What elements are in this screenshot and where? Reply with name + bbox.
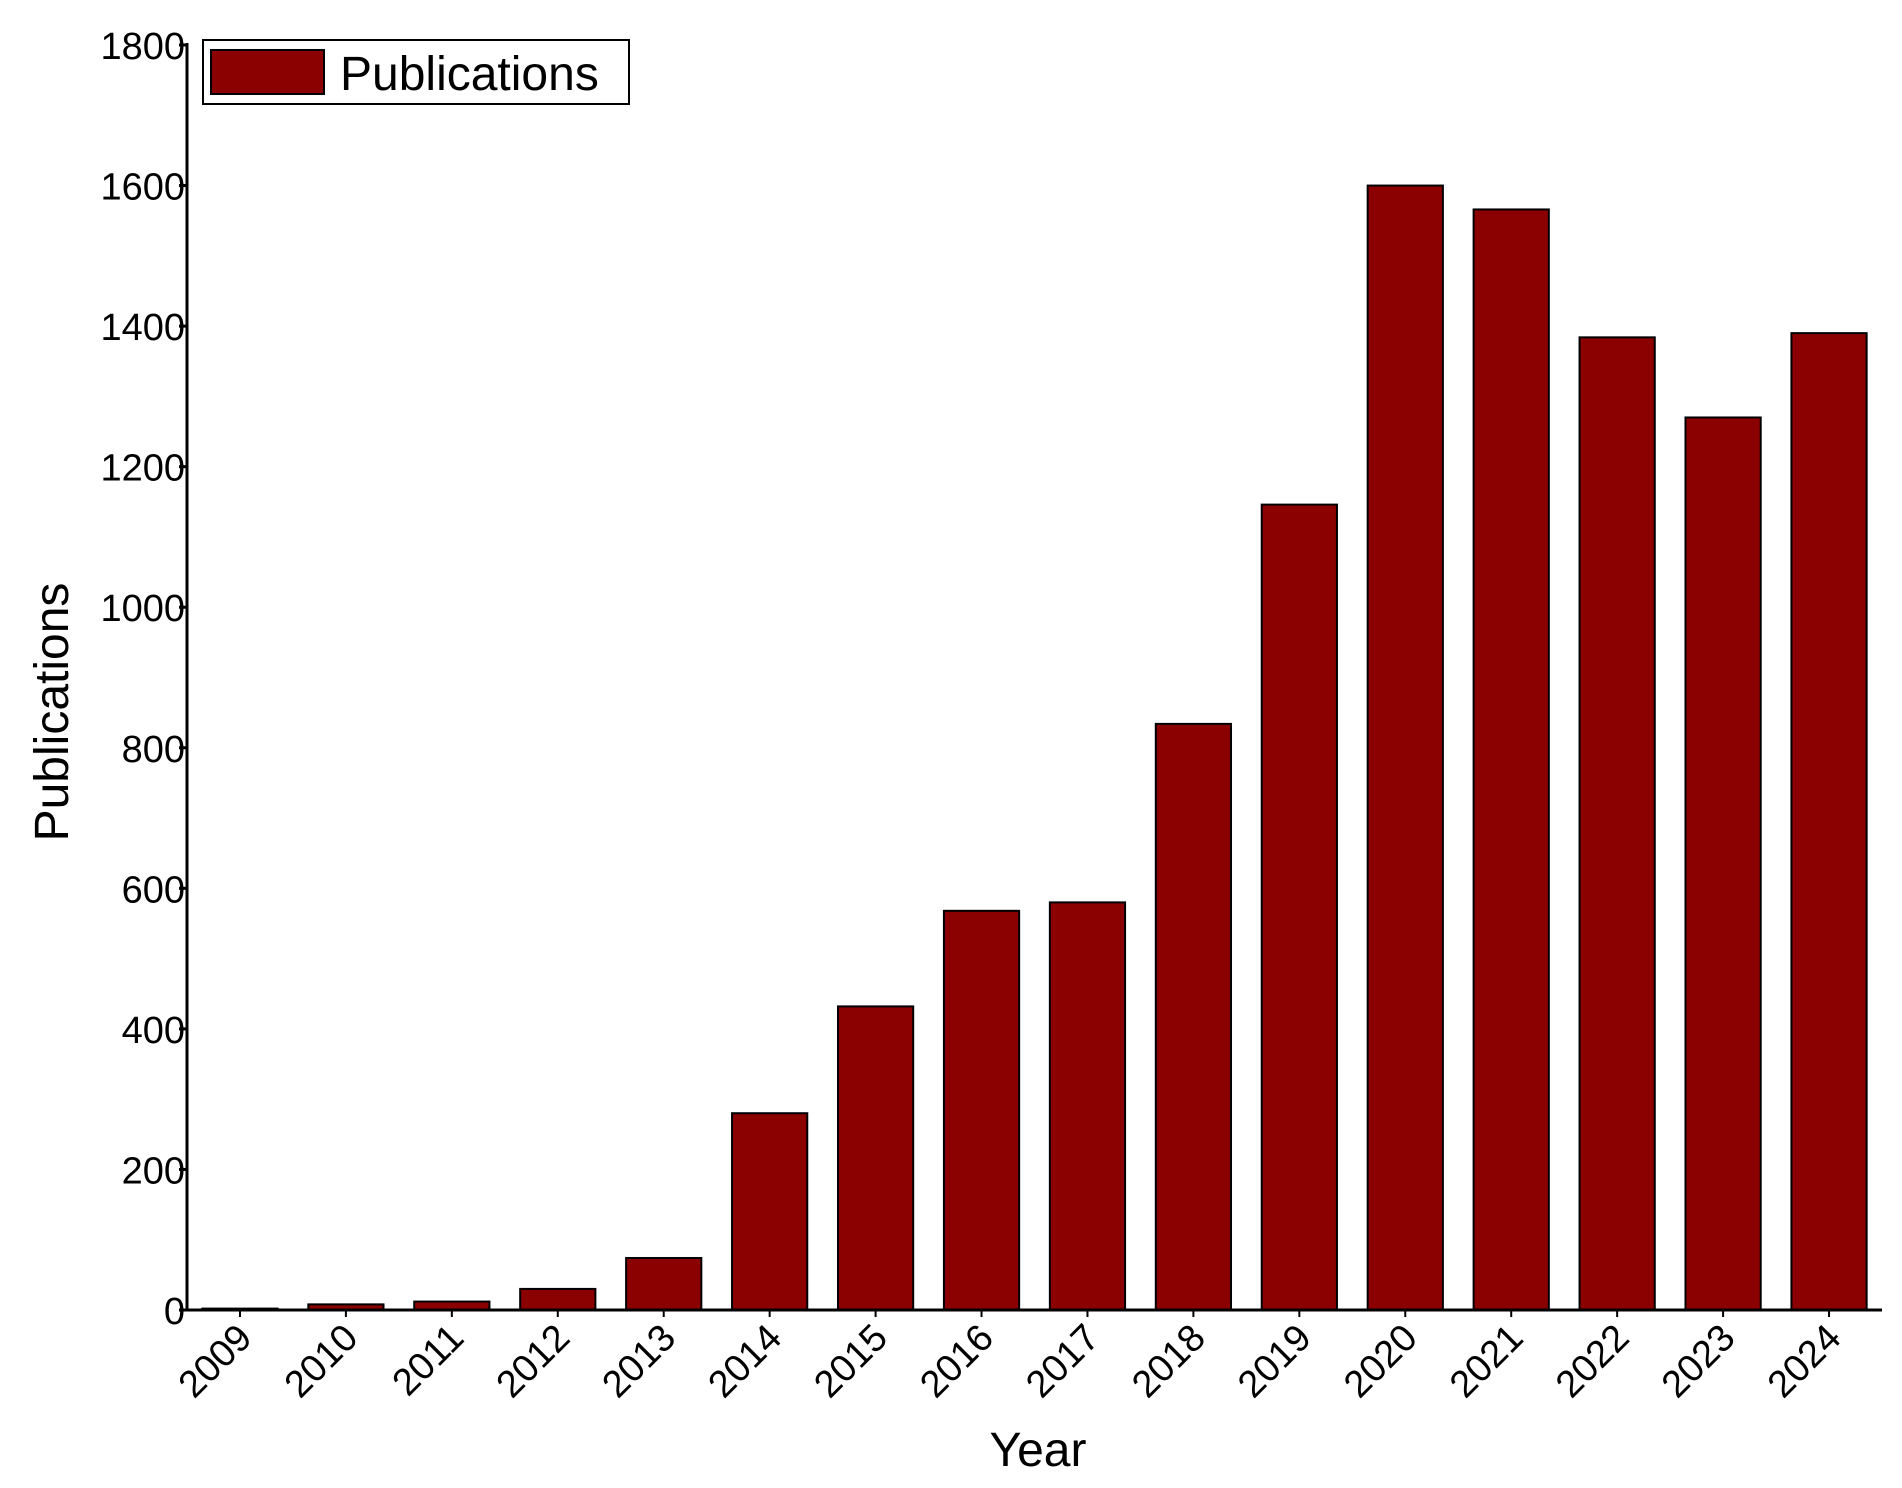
x-tick-label: 2016 [912,1317,1001,1406]
x-tick-label: 2021 [1442,1317,1531,1406]
bar-2021 [1472,208,1550,1312]
x-tick-label: 2020 [1336,1317,1425,1406]
bar-2014 [731,1112,809,1311]
x-tick-label: 2019 [1230,1317,1319,1406]
x-axis-title: Year [990,1424,1087,1477]
bars-group [201,184,1868,1312]
y-tick-label: 1400 [100,307,185,349]
x-tick-label: 2013 [595,1317,684,1406]
legend-swatch [210,49,325,95]
y-tick-label: 200 [122,1150,185,1192]
bar-2018 [1154,722,1233,1311]
y-tick-label: 400 [122,1010,185,1052]
bar-2020 [1366,184,1444,1312]
y-axis-title: Publications [26,583,79,842]
y-axis-ticks: 0 200 400 600 800 1000 1200 1400 1600 1800 [100,26,187,1333]
x-tick-label: 2010 [277,1317,366,1406]
x-tick-label: 2022 [1548,1317,1637,1406]
y-tick-label: 1800 [100,26,185,68]
y-tick-label: 1000 [100,588,185,630]
x-tick-label: 2017 [1018,1317,1107,1406]
x-tick-label: 2011 [385,1317,472,1404]
x-tick-label: 2018 [1124,1317,1213,1406]
y-tick-label: 1200 [100,448,185,490]
y-tick-label: 600 [122,869,185,911]
bar-2023 [1684,416,1762,1311]
bar-2013 [625,1256,703,1311]
y-tick-label: 800 [122,729,185,771]
bar-2024 [1790,332,1868,1311]
bar-2017 [1048,901,1127,1312]
x-tick-label: 2023 [1654,1317,1743,1406]
x-tick-label: 2012 [489,1317,578,1406]
legend: Publications [202,39,630,105]
y-tick-label: 1600 [100,167,185,209]
x-tick-label: 2024 [1760,1317,1849,1406]
bar-2019 [1260,503,1338,1312]
x-axis-ticks: 2009 2010 2011 2012 2013 2014 2015 2016 2017 2018… [171,1310,1849,1406]
x-tick-label: 2014 [701,1317,790,1406]
y-tick-label: 0 [164,1291,185,1333]
x-tick-label: 2015 [806,1317,895,1406]
bar-2015 [836,1005,915,1312]
legend-label: Publications [340,48,599,101]
bar-2016 [942,909,1021,1311]
bar-2012 [519,1287,597,1311]
bar-2022 [1578,336,1656,1312]
